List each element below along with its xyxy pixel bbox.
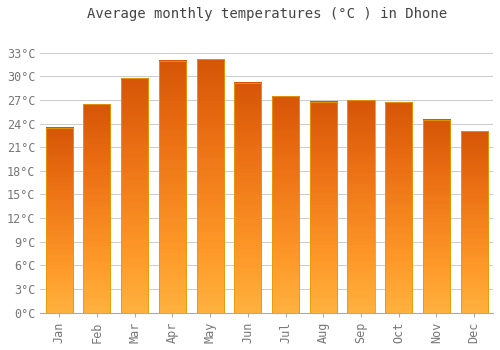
Bar — [460, 132, 488, 313]
Bar — [46, 127, 73, 313]
Bar — [159, 61, 186, 313]
Bar — [234, 83, 262, 313]
Bar — [196, 59, 224, 313]
Bar — [385, 102, 412, 313]
Bar — [84, 104, 110, 313]
Bar — [272, 96, 299, 313]
Bar — [310, 102, 337, 313]
Title: Average monthly temperatures (°C ) in Dhone: Average monthly temperatures (°C ) in Dh… — [86, 7, 446, 21]
Bar — [423, 120, 450, 313]
Bar — [121, 78, 148, 313]
Bar — [348, 100, 374, 313]
